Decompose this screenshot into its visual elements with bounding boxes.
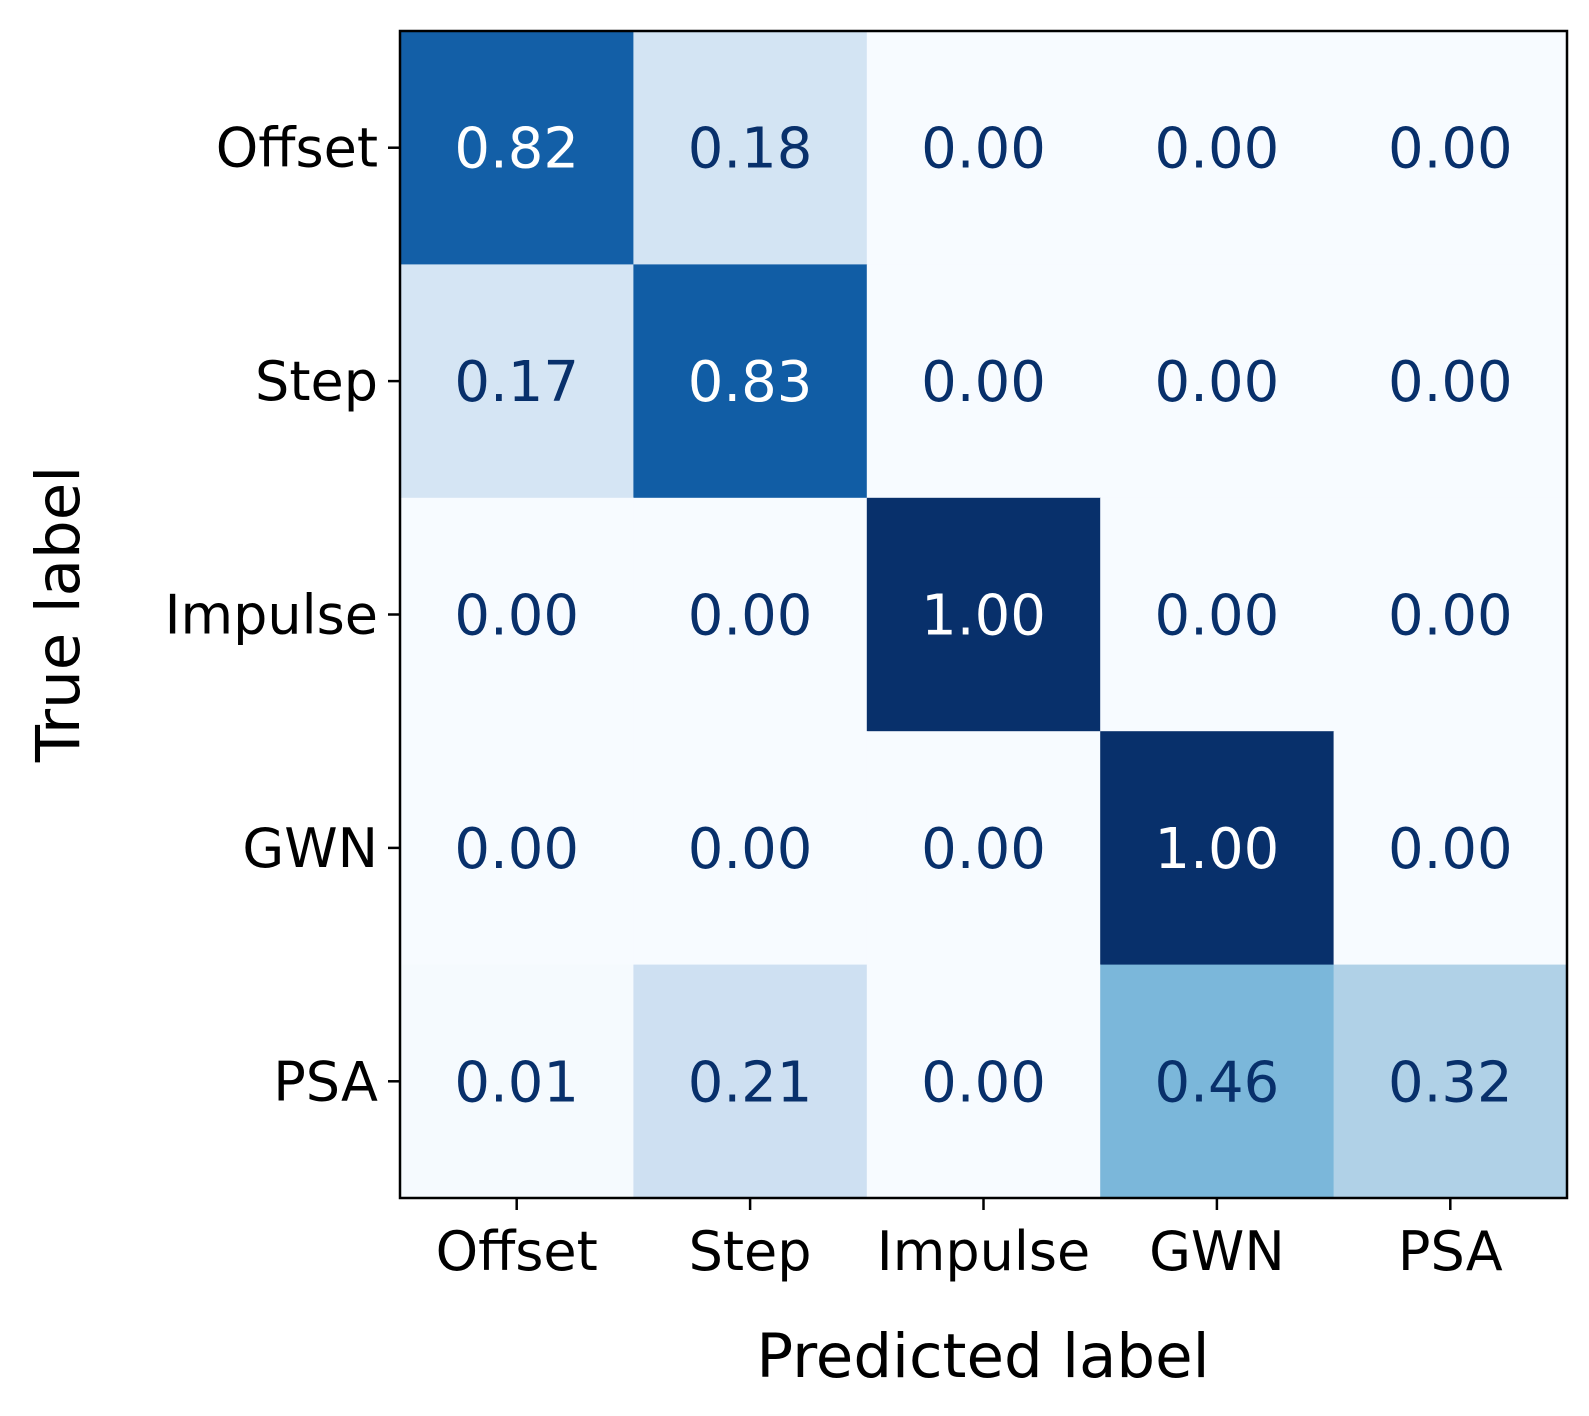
heatmap-cell: [400, 264, 634, 499]
y-tick-label: Offset: [216, 117, 378, 180]
cell-value-label: 0.21: [688, 1050, 813, 1115]
cell-value-label: 0.00: [921, 117, 1046, 182]
cell-value-label: 0.00: [1155, 350, 1280, 415]
y-tick-label: GWN: [242, 817, 378, 880]
heatmap-cell: [400, 497, 634, 732]
x-tick-label: Offset: [436, 1220, 598, 1283]
cell-value-label: 0.00: [688, 584, 813, 649]
heatmap-cell: [866, 964, 1101, 1199]
heatmap-cell: [1333, 497, 1568, 732]
cell-value-label: 0.00: [688, 817, 813, 882]
y-axis-ticks: Offset Step Impulse GWN PSA: [165, 117, 400, 1113]
y-tick-label: Impulse: [165, 584, 378, 647]
heatmap-cell: [1100, 264, 1335, 499]
x-axis-ticks: Offset Step Impulse GWN PSA: [436, 1198, 1503, 1283]
cell-value-label: 0.00: [454, 817, 579, 882]
heatmap-cell: [1100, 731, 1335, 966]
cell-value-label: 0.00: [454, 584, 579, 649]
x-axis-title: Predicted label: [756, 1321, 1209, 1392]
heatmap-cell: [1100, 31, 1335, 265]
cell-value-label: 0.00: [1155, 584, 1280, 649]
cell-value-label: 0.83: [688, 350, 813, 415]
heatmap-cell-labels: 0.82 0.18 0.00 0.00 0.00 0.17 0.83 0.00 0.00 0.00…: [454, 117, 1512, 1116]
heatmap-cell: [633, 264, 868, 499]
cell-value-label: 0.00: [921, 350, 1046, 415]
heatmap-cell: [400, 731, 634, 966]
cell-value-label: 0.17: [454, 350, 579, 415]
cell-value-label: 0.00: [1388, 117, 1513, 182]
heatmap-cell: [1333, 731, 1568, 966]
x-tick-label: Step: [689, 1220, 812, 1283]
heatmap-cell: [866, 731, 1101, 966]
cell-value-label: 1.00: [1155, 817, 1280, 882]
cell-value-label: 0.00: [1155, 117, 1280, 182]
heatmap-cell: [400, 964, 634, 1199]
cell-value-label: 1.00: [921, 584, 1046, 649]
cell-value-label: 0.46: [1155, 1050, 1280, 1115]
cell-value-label: 0.00: [1388, 350, 1513, 415]
heatmap-cells: [400, 31, 1568, 1199]
y-tick-label: Step: [255, 350, 378, 413]
cell-value-label: 0.32: [1388, 1050, 1513, 1115]
heatmap-cell: [866, 264, 1101, 499]
cell-value-label: 0.00: [1388, 584, 1513, 649]
x-tick-label: Impulse: [877, 1220, 1090, 1283]
heatmap-cell: [1333, 264, 1568, 499]
y-axis-title: True label: [23, 466, 94, 763]
heatmap-cell: [633, 497, 868, 732]
cell-value-label: 0.00: [1388, 817, 1513, 882]
heatmap-cell: [866, 497, 1101, 732]
heatmap-cell: [1333, 31, 1568, 265]
cell-value-label: 0.82: [454, 117, 579, 182]
heatmap-cell: [633, 964, 868, 1199]
heatmap-cell: [1100, 497, 1335, 732]
heatmap-cell: [633, 731, 868, 966]
heatmap-cell: [1100, 964, 1335, 1199]
cell-value-label: 0.00: [921, 1050, 1046, 1115]
heatmap-cell: [400, 31, 634, 265]
x-tick-label: PSA: [1398, 1220, 1503, 1283]
cell-value-label: 0.01: [454, 1050, 579, 1115]
heatmap-cell: [1333, 964, 1568, 1199]
cell-value-label: 0.00: [921, 817, 1046, 882]
heatmap-cell: [866, 31, 1101, 265]
y-tick-label: PSA: [273, 1050, 378, 1113]
heatmap-cell: [633, 31, 868, 265]
cell-value-label: 0.18: [688, 117, 813, 182]
x-tick-label: GWN: [1149, 1220, 1285, 1283]
